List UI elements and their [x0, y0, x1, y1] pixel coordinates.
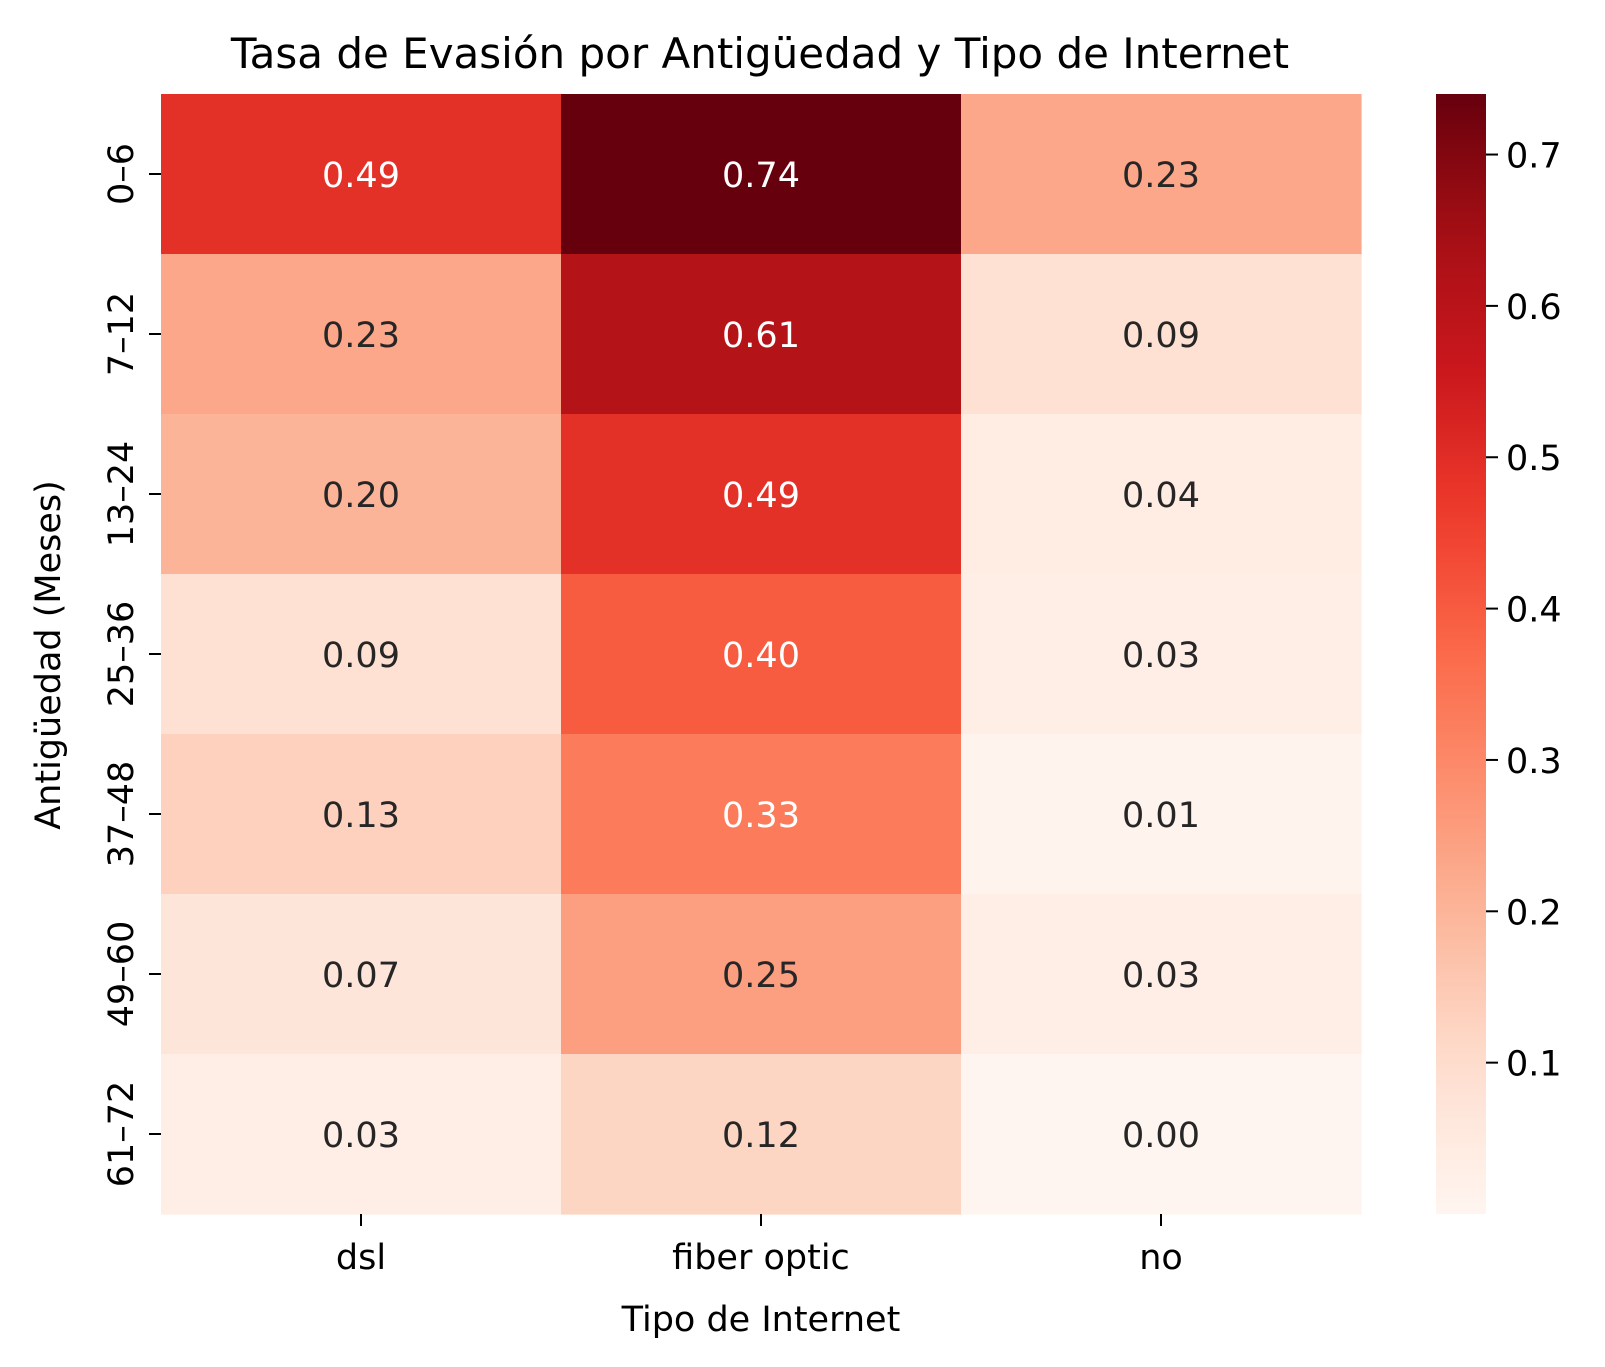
colorbar-tick-label: 0.2 [1506, 893, 1562, 933]
cell-value-label: 0.09 [322, 636, 400, 676]
heatmap-cell [161, 734, 562, 895]
cell-value-label: 0.23 [322, 316, 400, 356]
colorbar-ticks: 0.1 0.2 0.3 0.4 0.5 0.6 0.7 [1486, 137, 1562, 1085]
heatmap-cell [561, 94, 962, 255]
heatmap-cell [961, 574, 1362, 735]
heatmap-cells [161, 94, 1362, 1215]
heatmap-cell [161, 894, 562, 1055]
colorbar [1436, 94, 1486, 1214]
heatmap-cell-labels: 0.49 0.74 0.23 0.23 0.61 0.09 0.20 0.49 0.04 0.09… [322, 156, 1200, 1156]
cell-value-label: 0.12 [722, 1116, 800, 1156]
cell-value-label: 0.74 [722, 156, 800, 196]
heatmap-cell [561, 254, 962, 415]
heatmap-cell [961, 894, 1362, 1055]
cell-value-label: 0.03 [1122, 956, 1200, 996]
heatmap-cell [561, 574, 962, 735]
y-axis: 0–6 7–12 13–24 25–36 37–48 49–60 61–72 [102, 143, 161, 1187]
cell-value-label: 0.23 [1122, 156, 1200, 196]
colorbar-tick-label: 0.4 [1506, 591, 1562, 631]
colorbar-tick-label: 0.1 [1506, 1045, 1562, 1085]
cell-value-label: 0.20 [322, 476, 400, 516]
heatmap-cell [561, 894, 962, 1055]
x-tick-label: no [1139, 1238, 1183, 1278]
cell-value-label: 0.49 [722, 476, 800, 516]
cell-value-label: 0.07 [322, 956, 400, 996]
colorbar-tick-label: 0.6 [1506, 288, 1562, 328]
heatmap-cell [161, 414, 562, 575]
y-tick-label: 13–24 [102, 441, 142, 548]
heatmap-cell [961, 94, 1362, 255]
cell-value-label: 0.00 [1122, 1116, 1200, 1156]
cell-value-label: 0.09 [1122, 316, 1200, 356]
cell-value-label: 0.25 [722, 956, 800, 996]
y-tick-label: 37–48 [102, 761, 142, 868]
x-axis: dsl fiber optic no [336, 1214, 1183, 1278]
cell-value-label: 0.40 [722, 636, 800, 676]
y-tick-label: 49–60 [102, 921, 142, 1028]
cell-value-label: 0.03 [322, 1116, 400, 1156]
y-tick-label: 25–36 [102, 601, 142, 708]
heatmap-cell [561, 1054, 962, 1215]
x-tick-label: fiber optic [672, 1238, 850, 1278]
chart-title: Tasa de Evasión por Antigüedad y Tipo de… [230, 29, 1289, 78]
heatmap-cell [161, 254, 562, 415]
cell-value-label: 0.61 [722, 316, 800, 356]
cell-value-label: 0.01 [1122, 796, 1200, 836]
colorbar-tick-label: 0.3 [1506, 742, 1562, 782]
cell-value-label: 0.49 [322, 156, 400, 196]
heatmap-cell [961, 254, 1362, 415]
heatmap-cell [561, 734, 962, 895]
cell-value-label: 0.03 [1122, 636, 1200, 676]
y-tick-label: 61–72 [102, 1081, 142, 1188]
heatmap-cell [561, 414, 962, 575]
y-tick-label: 7–12 [102, 292, 142, 376]
cell-value-label: 0.04 [1122, 476, 1200, 516]
x-axis-label: Tipo de Internet [621, 1300, 901, 1340]
cell-value-label: 0.13 [322, 796, 400, 836]
colorbar-tick-label: 0.5 [1506, 439, 1562, 479]
heatmap-cell [961, 414, 1362, 575]
x-tick-label: dsl [336, 1238, 386, 1278]
colorbar-tick-label: 0.7 [1506, 137, 1562, 177]
y-tick-label: 0–6 [102, 143, 142, 205]
y-axis-label: Antigüedad (Meses) [29, 480, 69, 830]
heatmap-cell [161, 1054, 562, 1215]
heatmap-cell [961, 734, 1362, 895]
cell-value-label: 0.33 [722, 796, 800, 836]
heatmap-cell [961, 1054, 1362, 1215]
heatmap-cell [161, 574, 562, 735]
heatmap-cell [161, 94, 562, 255]
